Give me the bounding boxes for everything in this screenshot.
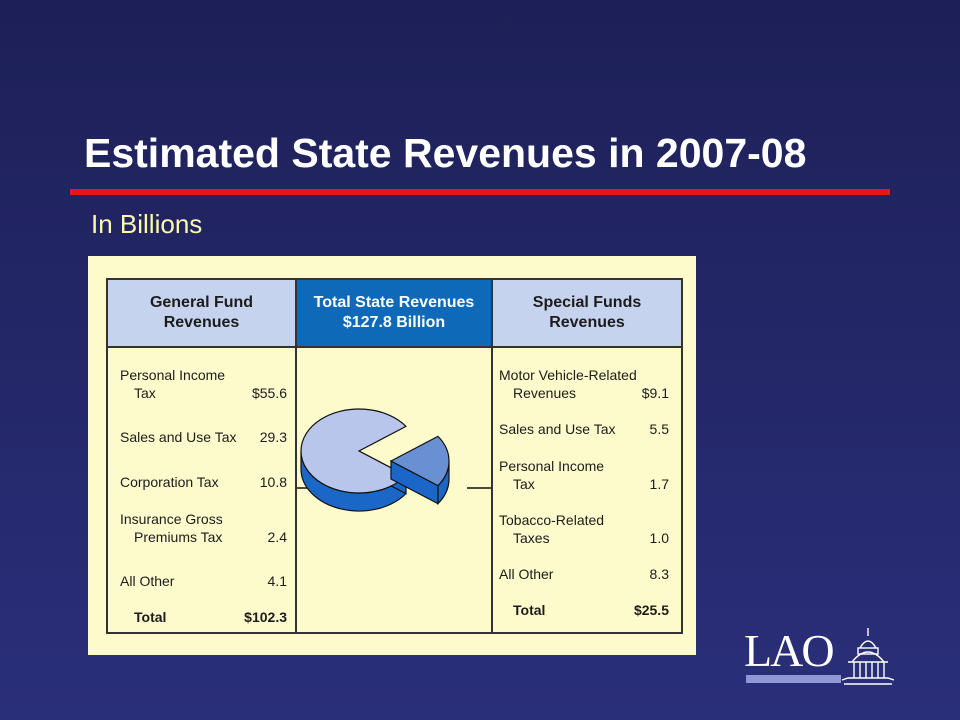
pie-slice-general xyxy=(300,408,407,494)
slide-title: Estimated State Revenues in 2007-08 xyxy=(84,130,807,176)
item-value: 2.4 xyxy=(267,529,287,545)
item-value: 4.1 xyxy=(267,573,287,589)
total-label: Total xyxy=(513,602,546,618)
item-label: All Other xyxy=(499,566,554,582)
total-value: $25.5 xyxy=(633,602,669,618)
lao-logo-bar xyxy=(746,675,841,683)
item-label: Sales and Use Tax xyxy=(499,421,616,437)
item-value: 29.3 xyxy=(259,429,287,445)
item-label: Corporation Tax xyxy=(120,474,219,490)
total-value: $102.3 xyxy=(244,609,287,625)
item-label: Insurance Gross Premiums Tax xyxy=(120,511,223,545)
lao-logo-text: LAO xyxy=(744,625,833,676)
item-value: 1.0 xyxy=(649,530,669,546)
item-value: 1.7 xyxy=(649,476,669,492)
title-underline xyxy=(70,189,890,195)
column-divider xyxy=(491,280,493,632)
total-label: Total xyxy=(134,609,167,625)
general-fund-header-line1: General Fund xyxy=(149,294,254,311)
capitol-dome-icon xyxy=(841,628,894,685)
lao-logo: LAO xyxy=(744,625,894,685)
general-fund-list: Personal Income Tax $55.6 Sales and Use T… xyxy=(108,348,295,632)
general-fund-header: General Fund Revenues xyxy=(108,280,295,348)
special-funds-header: Special Funds Revenues xyxy=(493,280,681,348)
revenue-table: General Fund Revenues Total State Revenu… xyxy=(106,278,683,634)
special-funds-header-line1: Special Funds xyxy=(532,294,642,311)
item-value: 8.3 xyxy=(649,566,669,582)
revenue-pie-chart xyxy=(297,408,491,512)
column-divider xyxy=(295,280,297,632)
slide-subtitle: In Billions xyxy=(91,209,203,239)
item-value: 10.8 xyxy=(259,474,287,490)
item-label: Tobacco-Related Taxes xyxy=(499,512,605,546)
special-funds-header-line2: Revenues xyxy=(549,314,625,331)
revenue-panel: General Fund Revenues Total State Revenu… xyxy=(88,256,696,655)
total-revenues-header: Total State Revenues $127.8 Billion xyxy=(297,280,491,348)
total-revenues-header-line2: $127.8 Billion xyxy=(342,314,446,331)
item-label: Motor Vehicle-Related Revenues xyxy=(499,367,637,401)
total-revenues-header-line1: Total State Revenues xyxy=(313,294,475,311)
general-fund-header-line2: Revenues xyxy=(163,314,240,331)
item-label: Sales and Use Tax xyxy=(120,429,237,445)
item-value: 5.5 xyxy=(649,421,669,437)
item-label: Personal Income Tax xyxy=(120,367,226,401)
item-value: $9.1 xyxy=(641,385,669,401)
special-funds-list: Motor Vehicle-Related Revenues $9.1 Sales… xyxy=(493,348,681,632)
item-value: $55.6 xyxy=(251,385,287,401)
item-label: All Other xyxy=(120,573,175,589)
pie-slice-special xyxy=(389,435,450,487)
item-label: Personal Income Tax xyxy=(499,458,605,492)
